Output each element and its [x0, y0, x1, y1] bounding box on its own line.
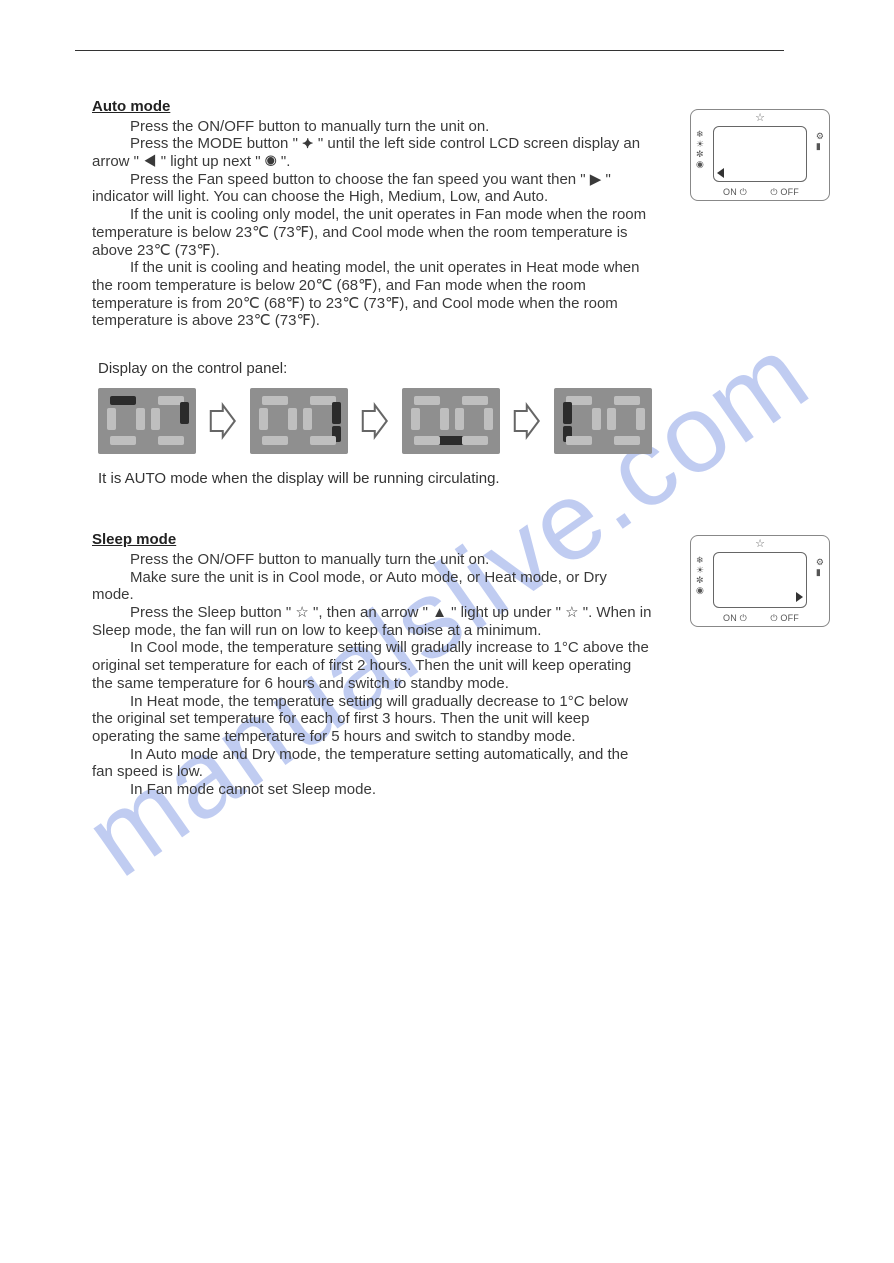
- sleep-p4: In Cool mode, the temperature setting wi…: [92, 639, 652, 692]
- sleep-p5: In Heat mode, the temperature setting wi…: [92, 693, 652, 746]
- left-mode-icons: ❄ ☀ ✼ ◉: [696, 556, 704, 596]
- auto-mode-heading: Auto mode: [92, 98, 652, 116]
- auto-p2: Press the MODE button " ⯌ " until the le…: [92, 135, 652, 170]
- sleep-p3: Press the Sleep button " ☆ ", then an ar…: [92, 604, 652, 639]
- left-arrow-icon: [717, 168, 724, 178]
- right-arrow-icon: [796, 592, 803, 602]
- lcd-tile-4: [554, 388, 652, 454]
- lcd-tile-1: [98, 388, 196, 454]
- auto-mode-section: Auto mode Press the ON/OFF button to man…: [92, 98, 652, 487]
- top-divider: [75, 50, 784, 51]
- display-label: Display on the control panel:: [98, 360, 652, 378]
- sleep-mode-heading: Sleep mode: [92, 531, 652, 549]
- star-icon: ☆: [755, 111, 765, 124]
- lcd-tile-3: [402, 388, 500, 454]
- left-mode-icons: ❄ ☀ ✼ ◉: [696, 130, 704, 170]
- auto-p3: Press the Fan speed button to choose the…: [92, 171, 652, 206]
- chevron-right-icon: [360, 401, 390, 441]
- star-icon: ☆: [755, 537, 765, 550]
- sleep-p7: In Fan mode cannot set Sleep mode.: [92, 781, 652, 799]
- sleep-p1: Press the ON/OFF button to manually turn…: [92, 551, 652, 569]
- auto-mode-note: It is AUTO mode when the display will be…: [98, 470, 652, 488]
- manual-page: manualslive.com ☆ ❄ ☀ ✼ ◉ ⚙ ▮ ON ⏻ ⏻ OFF…: [0, 0, 894, 1263]
- sleep-p2: Make sure the unit is in Cool mode, or A…: [92, 569, 652, 604]
- sleep-p6: In Auto mode and Dry mode, the temperatu…: [92, 746, 652, 781]
- right-icons: ⚙ ▮: [816, 558, 824, 578]
- lcd-screen: [713, 552, 807, 608]
- control-panel-auto: ☆ ❄ ☀ ✼ ◉ ⚙ ▮ ON ⏻ ⏻ OFF: [690, 109, 830, 201]
- on-label: ON ⏻: [723, 187, 747, 198]
- chevron-right-icon: [512, 401, 542, 441]
- off-label: ⏻ OFF: [770, 613, 799, 624]
- control-panel-sleep: ☆ ❄ ☀ ✼ ◉ ⚙ ▮ ON ⏻ ⏻ OFF: [690, 535, 830, 627]
- off-label: ⏻ OFF: [770, 187, 799, 198]
- auto-p4: If the unit is cooling only model, the u…: [92, 206, 652, 259]
- chevron-right-icon: [208, 401, 238, 441]
- auto-p1: Press the ON/OFF button to manually turn…: [92, 118, 652, 136]
- lcd-tile-2: [250, 388, 348, 454]
- right-icons: ⚙ ▮: [816, 132, 824, 152]
- auto-p5: If the unit is cooling and heating model…: [92, 259, 652, 330]
- display-sequence: [98, 388, 652, 454]
- on-label: ON ⏻: [723, 613, 747, 624]
- sleep-mode-section: Sleep mode Press the ON/OFF button to ma…: [92, 531, 652, 798]
- lcd-screen: [713, 126, 807, 182]
- text-column: Auto mode Press the ON/OFF button to man…: [92, 98, 652, 799]
